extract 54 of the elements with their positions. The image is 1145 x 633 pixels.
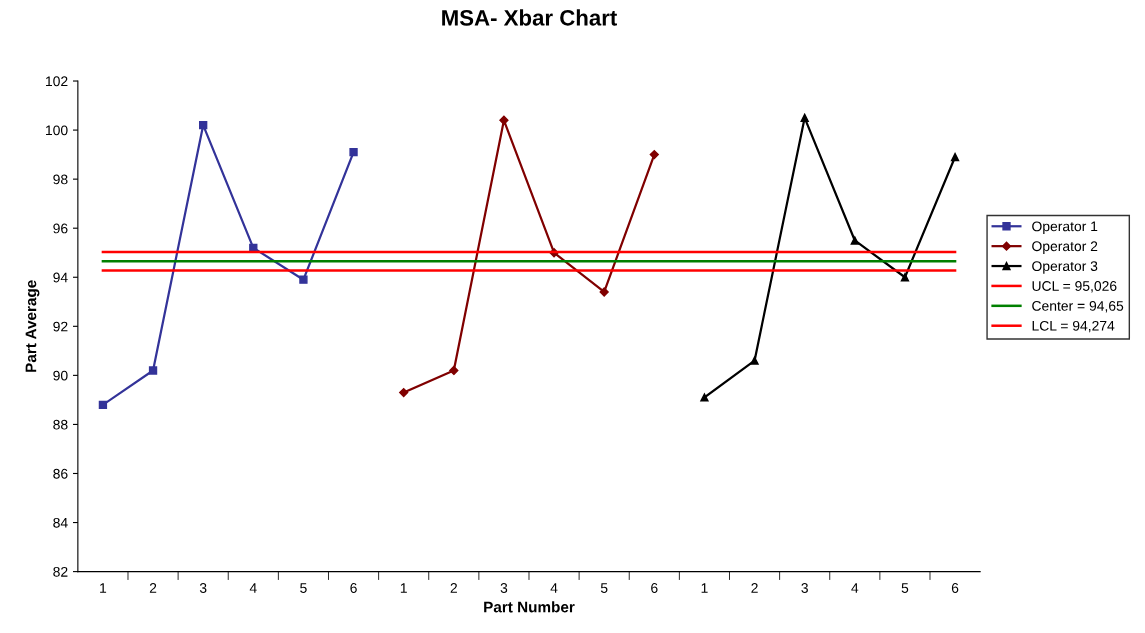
y-tick-label: 86 (53, 468, 68, 479)
point (399, 387, 409, 398)
point (700, 393, 709, 402)
point (148, 366, 158, 375)
legend-label: Operator 1 (1032, 221, 1098, 234)
point (449, 365, 459, 376)
point (299, 275, 308, 284)
y-tick-label: 90 (53, 370, 68, 381)
x-tick-label: 2 (751, 583, 758, 593)
y-tick-label: 82 (53, 566, 68, 577)
x-tick-label: 3 (199, 583, 207, 593)
x-tick-label: 4 (249, 583, 257, 593)
x-tick-label: 5 (901, 583, 909, 593)
x-tick-label: 2 (450, 583, 457, 593)
legend-label: Operator 3 (1032, 261, 1098, 274)
x-tick-label: 1 (100, 583, 107, 593)
legend-label: LCL = 94,274 (1032, 320, 1115, 333)
point (499, 115, 509, 125)
x-tick-label: 5 (600, 583, 608, 593)
point (750, 356, 759, 365)
x-tick-label: 4 (550, 583, 558, 593)
y-axis-title: Part Average (25, 280, 40, 372)
y-tick-label: 94 (53, 272, 68, 283)
y-tick-label: 98 (53, 174, 68, 185)
x-tick-label: 6 (350, 583, 357, 593)
x-tick-label: 5 (300, 583, 307, 593)
x-tick-label: 3 (801, 583, 808, 593)
point (950, 152, 960, 162)
point (850, 236, 859, 245)
x-tick-label: 2 (149, 583, 157, 593)
legend-label: Operator 2 (1032, 241, 1098, 254)
y-tick-label: 88 (53, 419, 68, 430)
x-tick-label: 6 (651, 583, 658, 593)
point (599, 287, 609, 297)
point (199, 121, 208, 130)
legend-label: Center = 94,65 (1032, 300, 1124, 313)
point (649, 149, 659, 160)
point (349, 147, 358, 157)
y-tick-label: 100 (46, 125, 68, 136)
y-tick-label: 84 (53, 517, 68, 528)
chart-title: MSA- Xbar Chart (442, 9, 617, 26)
y-tick-label: 96 (53, 223, 68, 234)
point (98, 400, 108, 409)
x-tick-label: 1 (400, 583, 407, 593)
x-tick-label: 3 (500, 583, 508, 593)
point (900, 273, 910, 282)
x-tick-label: 4 (851, 583, 859, 593)
x-tick-label: 6 (951, 583, 959, 593)
y-tick-label: 92 (53, 321, 68, 332)
x-axis-title: Part Number (484, 601, 575, 613)
point (800, 113, 809, 122)
x-tick-label: 1 (701, 583, 708, 593)
legend-label: UCL = 95,026 (1032, 281, 1117, 293)
y-tick-label: 102 (46, 76, 68, 87)
